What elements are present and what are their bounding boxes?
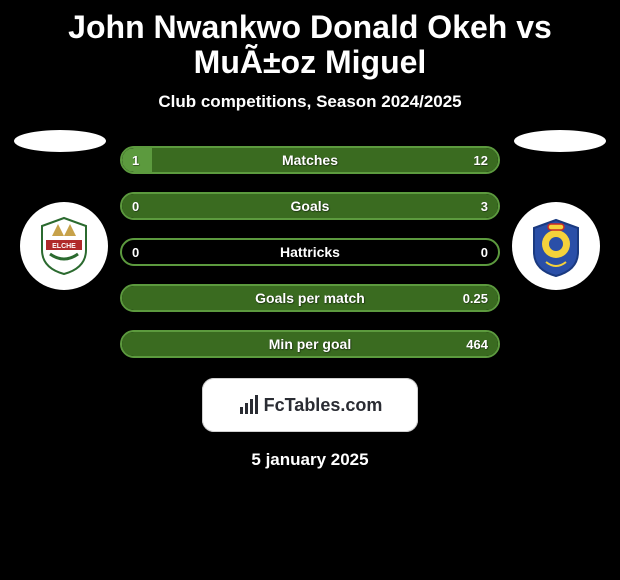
- right-club-col: [506, 146, 606, 290]
- elche-crest-icon: ELCHE: [32, 214, 96, 278]
- stat-label: Goals: [122, 198, 498, 214]
- stat-bar: 464Min per goal: [120, 330, 500, 358]
- comparison-title: John Nwankwo Donald Okeh vs MuÃ±oz Migue…: [0, 0, 620, 80]
- laspalmas-crest-icon: [524, 214, 588, 278]
- stat-bar: 112Matches: [120, 146, 500, 174]
- stat-bar: 0.25Goals per match: [120, 284, 500, 312]
- main-row: ELCHE 112Matches 03Goals 00Hattricks 0.25Go…: [0, 146, 620, 358]
- stat-label: Matches: [122, 152, 498, 168]
- barchart-icon: [238, 394, 260, 416]
- stat-label: Goals per match: [122, 290, 498, 306]
- right-club-logo: [512, 202, 600, 290]
- branding-text: FcTables.com: [264, 395, 383, 416]
- stat-label: Hattricks: [122, 244, 498, 260]
- svg-text:ELCHE: ELCHE: [52, 243, 76, 250]
- comparison-subtitle: Club competitions, Season 2024/2025: [0, 92, 620, 112]
- stats-column: 112Matches 03Goals 00Hattricks 0.25Goals pe…: [114, 146, 506, 358]
- left-club-logo: ELCHE: [20, 202, 108, 290]
- left-club-col: ELCHE: [14, 146, 114, 290]
- stat-bar: 03Goals: [120, 192, 500, 220]
- branding-box: FcTables.com: [202, 378, 418, 432]
- date-text: 5 january 2025: [0, 450, 620, 470]
- branding: FcTables.com: [238, 394, 383, 416]
- stat-bar: 00Hattricks: [120, 238, 500, 266]
- stat-label: Min per goal: [122, 336, 498, 352]
